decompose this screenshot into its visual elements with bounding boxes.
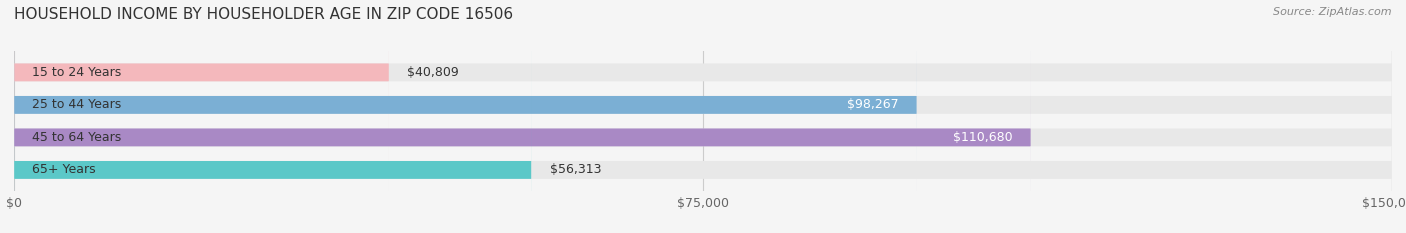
Text: 65+ Years: 65+ Years bbox=[32, 163, 96, 176]
Text: HOUSEHOLD INCOME BY HOUSEHOLDER AGE IN ZIP CODE 16506: HOUSEHOLD INCOME BY HOUSEHOLDER AGE IN Z… bbox=[14, 7, 513, 22]
FancyBboxPatch shape bbox=[14, 0, 1392, 233]
Text: Source: ZipAtlas.com: Source: ZipAtlas.com bbox=[1274, 7, 1392, 17]
FancyBboxPatch shape bbox=[14, 0, 531, 233]
Text: $56,313: $56,313 bbox=[550, 163, 602, 176]
FancyBboxPatch shape bbox=[14, 0, 917, 233]
FancyBboxPatch shape bbox=[14, 0, 1392, 233]
Text: 45 to 64 Years: 45 to 64 Years bbox=[32, 131, 122, 144]
FancyBboxPatch shape bbox=[14, 0, 1392, 233]
Text: $40,809: $40,809 bbox=[408, 66, 458, 79]
Text: $98,267: $98,267 bbox=[846, 98, 898, 111]
FancyBboxPatch shape bbox=[14, 0, 1031, 233]
Text: 15 to 24 Years: 15 to 24 Years bbox=[32, 66, 122, 79]
Text: 25 to 44 Years: 25 to 44 Years bbox=[32, 98, 122, 111]
FancyBboxPatch shape bbox=[14, 0, 1392, 233]
Text: $110,680: $110,680 bbox=[953, 131, 1012, 144]
FancyBboxPatch shape bbox=[14, 0, 389, 233]
